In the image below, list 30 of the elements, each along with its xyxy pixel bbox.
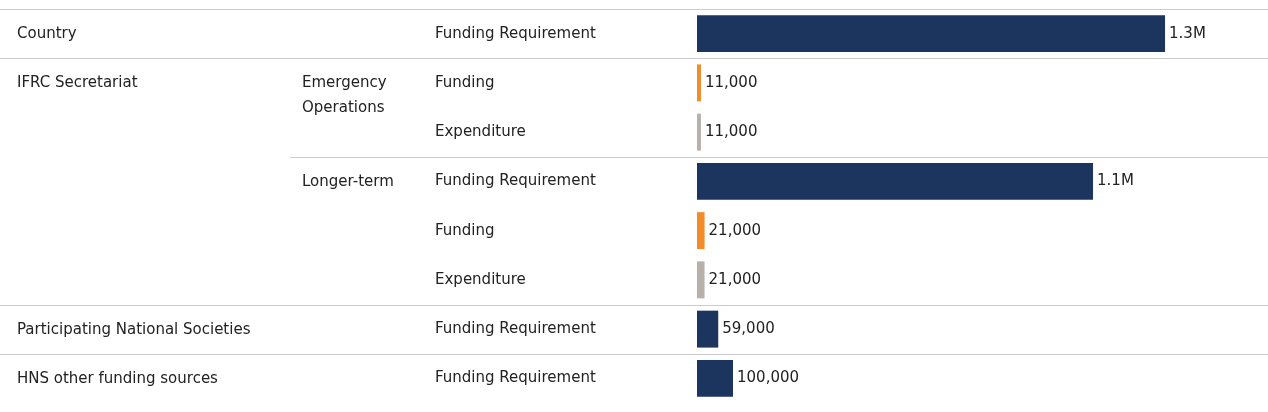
bar bbox=[697, 212, 705, 250]
data-label: 100,000 bbox=[737, 368, 800, 387]
y-tick-label: Funding Requirement bbox=[435, 368, 596, 387]
y-tick-label: Expenditure bbox=[435, 122, 526, 141]
bar bbox=[697, 162, 1094, 200]
data-label: 1.1M bbox=[1097, 171, 1134, 190]
bar bbox=[697, 310, 719, 348]
text: Emergency Operations bbox=[302, 72, 388, 119]
bar bbox=[697, 64, 701, 102]
text: IFRC Secretariat bbox=[17, 72, 139, 94]
y-tick-label: Funding Requirement bbox=[435, 171, 596, 190]
text: Longer-term bbox=[302, 170, 395, 192]
bar bbox=[697, 113, 701, 151]
bar bbox=[697, 261, 705, 299]
data-label: 11,000 bbox=[704, 122, 758, 141]
data-label: 59,000 bbox=[722, 319, 775, 338]
text: HNS other funding sources bbox=[17, 367, 219, 389]
y-tick-label: Funding bbox=[435, 72, 495, 91]
y-tick-label: Funding Requirement bbox=[435, 23, 596, 42]
data-label: 21,000 bbox=[708, 269, 762, 288]
text: Country bbox=[17, 23, 78, 45]
data-label: 11,000 bbox=[704, 72, 758, 91]
data-label: 1.3M bbox=[1169, 23, 1206, 42]
y-tick-label: Funding bbox=[435, 220, 495, 239]
y-tick-label: Expenditure bbox=[435, 269, 526, 288]
data-label: 21,000 bbox=[708, 220, 762, 239]
text: Participating National Societies bbox=[17, 318, 252, 340]
y-tick-label: Funding Requirement bbox=[435, 319, 596, 338]
bar bbox=[697, 359, 733, 397]
bar bbox=[697, 15, 1166, 53]
